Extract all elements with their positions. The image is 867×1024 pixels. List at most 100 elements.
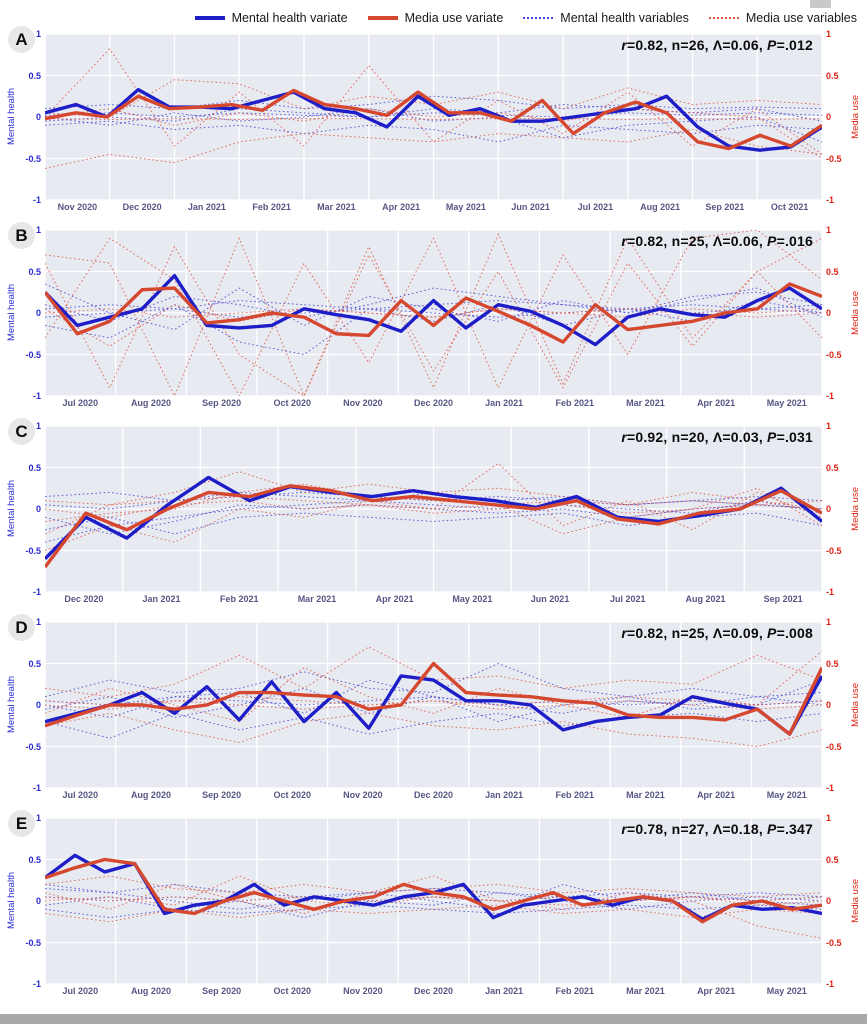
y-tick-label: -1: [32, 391, 41, 401]
mental-health-variable-line: [45, 501, 822, 543]
mental-health-variable-line: [45, 688, 822, 717]
right-axis-ticks: 1 0.5 0 -0.5 -1: [822, 225, 848, 401]
x-tick-label: Mar 2021: [317, 202, 356, 212]
y-tick-label: 0.5: [826, 462, 839, 473]
panel-label: C: [8, 418, 35, 445]
y-tick-label: 0.5: [826, 70, 839, 81]
stats-text: r: [621, 429, 627, 445]
stats-text: P: [767, 429, 777, 445]
y-tick-label: -1: [32, 783, 41, 793]
mental-health-variate-line: [45, 676, 822, 734]
y-tick-label: -1: [826, 979, 835, 989]
y-tick-label: -1: [826, 391, 835, 401]
panel-D: D Mental health 1 0.5 0 -0.5 -1 r=0.82, n=25…: [4, 614, 863, 805]
line-sample-icon: [194, 16, 225, 20]
stats-text: =.016: [776, 233, 813, 249]
y-tick-label: 0.5: [28, 658, 41, 669]
media-use-variable-line: [45, 129, 822, 168]
left-axis-title: Mental health: [6, 676, 17, 734]
left-axis-ticks: 1 0.5 0 -0.5 -1: [19, 421, 45, 597]
x-tick-label: Apr 2021: [382, 202, 421, 212]
y-tick-label: 0: [35, 896, 41, 906]
x-tick-label: Jan 2021: [485, 790, 524, 800]
x-tick-label: Feb 2021: [219, 594, 259, 604]
media-use-variable-line: [45, 876, 822, 905]
legend-item-label: Media use variate: [404, 11, 504, 25]
y-tick-label: -1: [826, 587, 835, 597]
dotted-line-sample-icon: [708, 17, 739, 19]
right-axis-title: Media use: [850, 95, 861, 139]
panel-C: C Mental health 1 0.5 0 -0.5 -1 r=0.92, n=20…: [4, 418, 863, 609]
y-tick-label: -0.5: [25, 153, 41, 164]
right-axis-title: Media use: [850, 683, 861, 727]
panel-label: D: [8, 614, 35, 641]
y-tick-label: 0.5: [28, 462, 41, 473]
plot-area: r=0.82, n=26, Λ=0.06, P=.012: [45, 34, 822, 200]
panel-A: A Mental health 1 0.5 0 -0.5 -1 r=0.82, n=26…: [4, 26, 863, 217]
x-tick-label: Aug 2020: [130, 986, 171, 996]
mental-health-variate-line: [45, 276, 822, 345]
x-tick-label: May 2021: [766, 398, 807, 408]
y-tick-label: -0.5: [826, 545, 842, 556]
stats-text: =0.82, n=25, Λ=0.06,: [626, 233, 768, 249]
x-axis-labels: Jul 2020 Aug 2020 Sep 2020 Oct 2020 Nov 2020…: [45, 790, 822, 805]
x-tick-label: Jul 2021: [610, 594, 646, 604]
y-tick-label: 1: [826, 421, 832, 431]
x-tick-label: Sep 2020: [202, 790, 242, 800]
x-axis-labels: Jul 2020 Aug 2020 Sep 2020 Oct 2020 Nov 2020…: [45, 398, 822, 413]
x-axis-labels: Dec 2020 Jan 2021 Feb 2021 Mar 2021 Apr 2021…: [45, 594, 822, 609]
x-tick-label: Jul 2020: [62, 986, 99, 996]
y-tick-label: 1: [35, 225, 41, 235]
x-tick-label: Jun 2021: [511, 202, 550, 212]
y-tick-label: -0.5: [25, 545, 41, 556]
media-use-variable-line: [45, 80, 822, 117]
media-use-variable-line: [45, 651, 822, 722]
x-tick-label: Oct 2021: [770, 202, 809, 212]
dotted-line-sample-icon: [523, 17, 554, 19]
y-tick-label: 1: [826, 29, 832, 39]
stats-text: P: [767, 233, 777, 249]
y-tick-label: 0: [35, 700, 41, 710]
y-tick-label: 0.5: [826, 658, 839, 669]
stats-text: r: [621, 37, 627, 53]
right-axis-title-col: Media use: [848, 230, 863, 396]
x-tick-label: May 2021: [445, 202, 486, 212]
x-tick-label: Jul 2020: [62, 790, 99, 800]
x-tick-label: Jun 2021: [530, 594, 570, 604]
right-axis-title: Media use: [850, 879, 861, 923]
x-tick-label: Nov 2020: [343, 986, 383, 996]
x-tick-label: Feb 2021: [252, 202, 291, 212]
mental-health-variable-line: [45, 113, 822, 117]
panel-label: E: [8, 810, 35, 837]
stats-text: =.008: [776, 625, 813, 641]
left-axis-ticks: 1 0.5 0 -0.5 -1: [19, 225, 45, 401]
legend-item: Media use variables: [708, 11, 857, 25]
y-tick-label: -0.5: [25, 937, 41, 948]
stats-annotation: r=0.82, n=26, Λ=0.06, P=.012: [621, 37, 813, 53]
x-tick-label: Jul 2021: [577, 202, 614, 212]
stats-annotation: r=0.82, n=25, Λ=0.06, P=.016: [621, 233, 813, 249]
left-axis-title-col: Mental health: [4, 426, 19, 592]
plot-area: r=0.82, n=25, Λ=0.09, P=.008: [45, 622, 822, 788]
chart-svg: [45, 34, 822, 200]
x-tick-label: Mar 2021: [626, 986, 665, 996]
right-axis-ticks: 1 0.5 0 -0.5 -1: [822, 813, 848, 989]
mental-health-variable-line: [45, 301, 822, 355]
y-tick-label: -0.5: [826, 741, 842, 752]
right-axis-title: Media use: [850, 291, 861, 335]
left-axis-title-col: Mental health: [4, 818, 19, 984]
stats-text: =0.82, n=25, Λ=0.09,: [626, 625, 768, 641]
x-tick-label: Apr 2021: [697, 398, 736, 408]
y-tick-label: 0.5: [28, 70, 41, 81]
x-tick-label: Feb 2021: [555, 986, 595, 996]
mental-health-variable-line: [45, 288, 822, 321]
chart-svg: [45, 230, 822, 396]
x-tick-label: Feb 2021: [555, 790, 595, 800]
right-axis-ticks: 1 0.5 0 -0.5 -1: [822, 617, 848, 793]
x-tick-label: May 2021: [766, 986, 807, 996]
right-axis-title-col: Media use: [848, 34, 863, 200]
media-use-variate-line: [45, 284, 822, 342]
panel-B: B Mental health 1 0.5 0 -0.5 -1 r=0.82, n=25…: [4, 222, 863, 413]
stats-text: =.012: [776, 37, 813, 53]
